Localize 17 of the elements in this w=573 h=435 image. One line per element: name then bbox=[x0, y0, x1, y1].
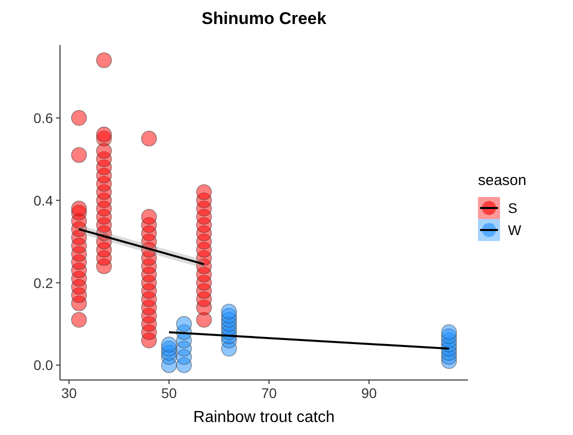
y-tick-label: 0.0 bbox=[34, 357, 54, 374]
legend-label: S bbox=[508, 200, 518, 216]
point bbox=[161, 336, 177, 352]
legend-label: W bbox=[508, 222, 522, 238]
x-tick-label: 90 bbox=[361, 385, 377, 401]
chart-title: Shinumo Creek bbox=[202, 9, 327, 28]
legend-title: season bbox=[478, 172, 526, 189]
point bbox=[441, 324, 457, 340]
y-tick-label: 0.4 bbox=[34, 192, 54, 208]
y-tick-label: 0.6 bbox=[34, 110, 54, 126]
y-tick-label: 0.2 bbox=[34, 274, 54, 291]
x-tick-label: 50 bbox=[161, 385, 177, 401]
x-tick-label: 30 bbox=[61, 385, 77, 401]
x-tick-label: 70 bbox=[261, 385, 277, 401]
point bbox=[176, 316, 192, 332]
x-axis-title: Rainbow trout catch bbox=[193, 409, 335, 426]
point bbox=[221, 304, 237, 320]
